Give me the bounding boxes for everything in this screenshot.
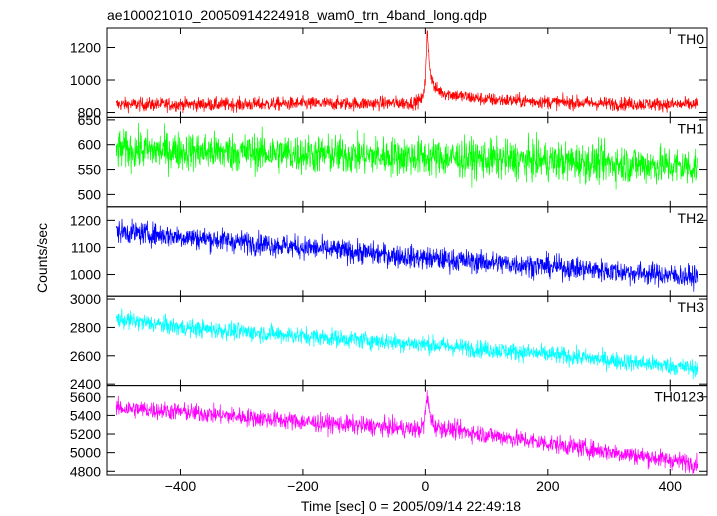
y-tick-label: 5400 — [70, 407, 101, 423]
series-th0123 — [115, 390, 699, 474]
panel-th1: 500 550 600 650 TH1 — [78, 112, 708, 208]
x-tick-label: −400 — [165, 478, 197, 494]
y-tick-label: 1200 — [70, 212, 101, 228]
y-tick-label: 1000 — [70, 267, 101, 283]
panel-th0: 800 1000 1200 TH0 — [70, 27, 708, 121]
y-tick-label: 5000 — [70, 445, 101, 461]
y-tick-label: 2600 — [70, 348, 101, 364]
series-th2 — [115, 218, 699, 292]
x-tick-label: 200 — [536, 478, 560, 494]
series-th3 — [115, 308, 699, 380]
panel-th3: 2400 2600 2800 3000 TH3 — [70, 291, 708, 392]
y-tick-label: 650 — [78, 112, 102, 128]
panel-label: TH1 — [678, 120, 705, 136]
y-tick-label: 500 — [78, 186, 102, 202]
y-tick-label: 1200 — [70, 40, 101, 56]
y-tick-label: 600 — [78, 137, 102, 153]
y-tick-label: 1000 — [70, 72, 101, 88]
y-tick-label: 1100 — [71, 239, 101, 255]
x-axis-label: Time [sec] 0 = 2005/09/14 22:49:18 — [301, 498, 521, 514]
chart-title: ae100021010_20050914224918_wam0_trn_4ban… — [107, 7, 487, 23]
panel-label: TH0 — [678, 31, 705, 47]
y-tick-label: 3000 — [70, 291, 101, 307]
panel-label: TH3 — [678, 299, 705, 315]
panel-frame — [106, 206, 708, 297]
panel-frame — [106, 385, 708, 476]
y-tick-label: 550 — [78, 162, 102, 178]
x-tick-label: 0 — [421, 478, 429, 494]
panel-label: TH0123 — [654, 389, 704, 405]
x-tick-label: 400 — [659, 478, 683, 494]
panel-th0123: 4800 5000 5200 5400 5600 TH0123 — [70, 385, 708, 479]
series-th0 — [115, 30, 699, 114]
y-tick-label: 5200 — [70, 426, 101, 442]
series-th1 — [115, 122, 699, 190]
y-tick-label: 2400 — [70, 376, 101, 392]
panel-th2: 1000 1100 1200 TH2 — [70, 206, 708, 297]
x-tick-label: −200 — [287, 478, 319, 494]
y-tick-label: 4800 — [70, 463, 101, 479]
y-tick-label: 800 — [78, 105, 102, 121]
panel-label: TH2 — [678, 210, 705, 226]
panels-group: 800 1000 1200 TH0 500 550 600 650 TH1 1000 1100 120… — [70, 27, 708, 494]
y-tick-label: 5600 — [70, 389, 101, 405]
y-axis-label: Counts/sec — [34, 223, 50, 293]
y-tick-label: 2800 — [70, 319, 101, 335]
